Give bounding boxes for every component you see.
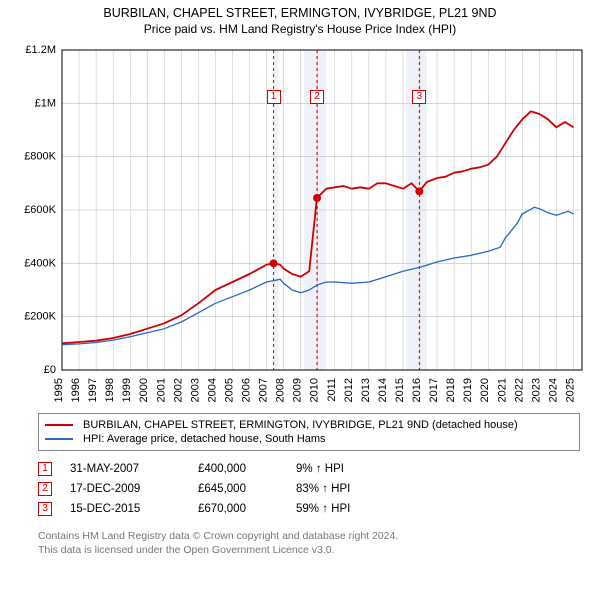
legend-item: HPI: Average price, detached house, Sout…: [45, 432, 573, 446]
svg-text:1998: 1998: [104, 378, 116, 402]
svg-text:2011: 2011: [326, 378, 338, 402]
footer: Contains HM Land Registry data © Crown c…: [38, 529, 580, 557]
chart-marker-3: 3: [412, 90, 426, 104]
event-row: 3 15-DEC-2015 £670,000 59% ↑ HPI: [38, 499, 580, 519]
svg-text:2005: 2005: [223, 378, 235, 402]
event-num: 2: [38, 482, 52, 496]
svg-text:£1M: £1M: [35, 97, 56, 109]
legend-label: BURBILAN, CHAPEL STREET, ERMINGTON, IVYB…: [83, 419, 518, 431]
event-pct: 83% ↑ HPI: [296, 483, 406, 495]
chart-marker-1: 1: [267, 90, 281, 104]
svg-text:£800K: £800K: [24, 151, 56, 163]
svg-text:2009: 2009: [292, 378, 304, 402]
event-row: 2 17-DEC-2009 £645,000 83% ↑ HPI: [38, 479, 580, 499]
event-pct: 9% ↑ HPI: [296, 463, 406, 475]
svg-text:2013: 2013: [360, 378, 372, 402]
svg-text:£600K: £600K: [24, 204, 56, 216]
legend-swatch: [45, 424, 73, 426]
legend: BURBILAN, CHAPEL STREET, ERMINGTON, IVYB…: [38, 413, 580, 451]
event-price: £670,000: [198, 503, 278, 515]
svg-text:£1.2M: £1.2M: [25, 44, 56, 56]
event-row: 1 31-MAY-2007 £400,000 9% ↑ HPI: [38, 459, 580, 479]
svg-text:2017: 2017: [428, 378, 440, 402]
svg-text:2000: 2000: [138, 378, 150, 402]
svg-text:1995: 1995: [53, 378, 65, 402]
svg-text:2025: 2025: [564, 378, 576, 402]
footer-line-1: Contains HM Land Registry data © Crown c…: [38, 529, 580, 543]
svg-text:2018: 2018: [445, 378, 457, 402]
svg-text:2023: 2023: [530, 378, 542, 402]
svg-text:£0: £0: [44, 364, 56, 376]
event-date: 31-MAY-2007: [70, 463, 180, 475]
svg-text:2006: 2006: [241, 378, 253, 402]
event-date: 15-DEC-2015: [70, 503, 180, 515]
svg-text:2016: 2016: [411, 378, 423, 402]
svg-text:2001: 2001: [155, 378, 167, 402]
event-price: £645,000: [198, 483, 278, 495]
svg-text:2008: 2008: [275, 378, 287, 402]
svg-text:2024: 2024: [547, 378, 559, 402]
legend-label: HPI: Average price, detached house, Sout…: [83, 433, 326, 445]
svg-text:2004: 2004: [206, 378, 218, 402]
svg-text:£200K: £200K: [24, 311, 56, 323]
svg-text:2014: 2014: [377, 378, 389, 402]
event-num: 3: [38, 502, 52, 516]
svg-text:2002: 2002: [172, 378, 184, 402]
chart-marker-2: 2: [310, 90, 324, 104]
svg-text:2012: 2012: [343, 378, 355, 402]
page-subtitle: Price paid vs. HM Land Registry's House …: [10, 22, 590, 36]
svg-text:2007: 2007: [258, 378, 270, 402]
event-price: £400,000: [198, 463, 278, 475]
svg-text:2003: 2003: [189, 378, 201, 402]
svg-text:2020: 2020: [479, 378, 491, 402]
svg-text:2019: 2019: [462, 378, 474, 402]
legend-item: BURBILAN, CHAPEL STREET, ERMINGTON, IVYB…: [45, 418, 573, 432]
svg-text:1996: 1996: [70, 378, 82, 402]
svg-text:2021: 2021: [496, 378, 508, 402]
svg-text:£400K: £400K: [24, 257, 56, 269]
svg-text:2015: 2015: [394, 378, 406, 402]
price-chart: £0 £200K £400K £600K £800K £1M £1.2M 1995 1996 19…: [20, 42, 590, 407]
legend-swatch: [45, 438, 73, 440]
event-date: 17-DEC-2009: [70, 483, 180, 495]
footer-line-2: This data is licensed under the Open Gov…: [38, 543, 580, 557]
svg-text:2022: 2022: [513, 378, 525, 402]
events-table: 1 31-MAY-2007 £400,000 9% ↑ HPI 2 17-DEC-2009…: [38, 459, 580, 519]
svg-text:1999: 1999: [121, 378, 133, 402]
svg-text:2010: 2010: [309, 378, 321, 402]
event-num: 1: [38, 462, 52, 476]
chart-svg: £0 £200K £400K £600K £800K £1M £1.2M 1995 1996 19…: [20, 42, 590, 407]
page-title: BURBILAN, CHAPEL STREET, ERMINGTON, IVYB…: [10, 6, 590, 20]
event-pct: 59% ↑ HPI: [296, 503, 406, 515]
svg-text:1997: 1997: [87, 378, 99, 402]
